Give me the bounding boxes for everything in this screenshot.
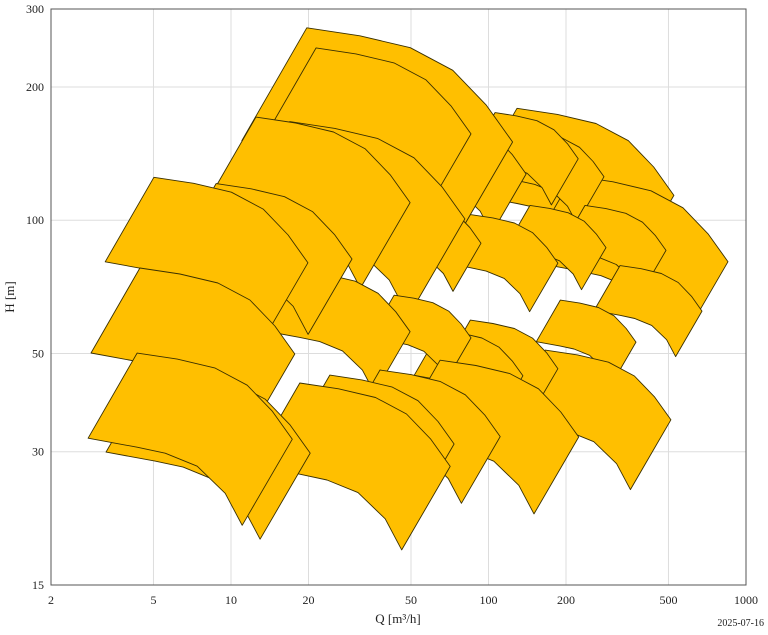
operating-ranges — [87, 27, 729, 551]
y-tick-label: 50 — [32, 347, 44, 361]
y-tick-label: 300 — [26, 2, 44, 16]
date-label: 2025-07-16 — [717, 618, 764, 629]
x-tick-label: 200 — [557, 593, 575, 607]
y-axis-label: H [m] — [2, 281, 17, 312]
tick-labels: 2 5 10 20 50 100 200 500 1000 15 30 50 100 200 300 — [26, 2, 758, 607]
operating-range-28 — [87, 352, 293, 526]
x-tick-label: 2 — [48, 593, 54, 607]
plot-frame — [50, 8, 747, 586]
x-tick-label: 50 — [405, 593, 417, 607]
x-tick-label: 5 — [150, 593, 156, 607]
x-tick-label: 20 — [303, 593, 315, 607]
x-tick-label: 500 — [659, 593, 677, 607]
operating-range-27 — [251, 382, 451, 551]
x-tick-label: 1000 — [734, 593, 758, 607]
x-tick-label: 100 — [479, 593, 497, 607]
x-tick-label: 10 — [225, 593, 237, 607]
y-tick-label: 30 — [32, 445, 44, 459]
x-axis-label: Q [m³/h] — [375, 611, 420, 626]
operating-range-16 — [593, 265, 703, 358]
y-tick-label: 200 — [26, 80, 44, 94]
y-tick-label: 100 — [26, 213, 44, 227]
y-tick-label: 15 — [32, 578, 44, 592]
